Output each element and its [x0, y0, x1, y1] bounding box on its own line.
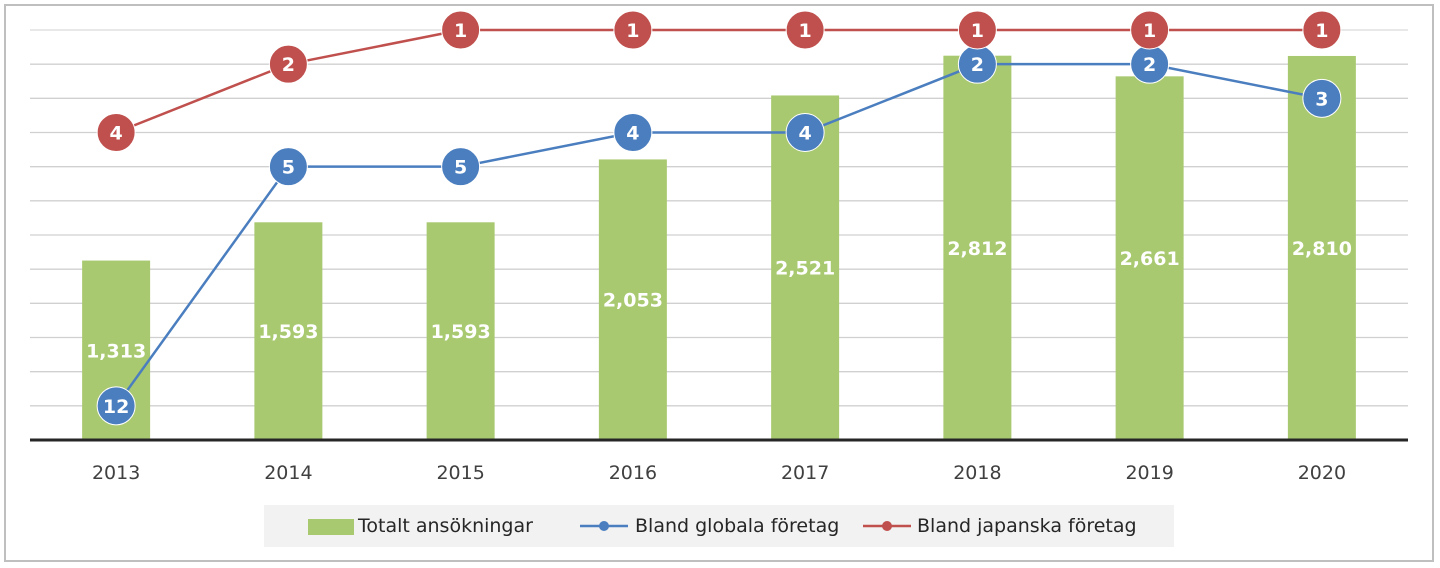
series-marker — [957, 10, 997, 50]
bar-data-label: 1,593 — [258, 321, 318, 343]
bar-data-label: 2,810 — [1292, 238, 1352, 260]
legend-label: Totalt ansökningar — [357, 515, 533, 537]
bar-data-label: 2,521 — [775, 258, 835, 280]
series-data-label: 4 — [626, 123, 639, 145]
series-data-label: 4 — [799, 123, 812, 145]
series-line — [115, 28, 1322, 134]
bar — [943, 55, 1012, 441]
bar-data-label: 2,053 — [603, 290, 663, 312]
series-data-label: 1 — [1143, 20, 1156, 42]
series-marker — [96, 113, 136, 152]
bar — [254, 222, 323, 440]
series-marker — [785, 113, 825, 152]
line-series: 12 5 5 4 4 2 2 3 4 2 1 1 1 1 1 1 — [96, 10, 1342, 426]
bar — [771, 95, 840, 441]
series-data-label: 5 — [282, 157, 295, 179]
series-marker — [1302, 78, 1342, 118]
chart-frame — [4, 4, 1434, 562]
series-marker — [96, 386, 136, 426]
x-axis-ticks: 2013 2014 2015 2016 2017 2018 2019 2020 — [92, 462, 1346, 484]
series-data-label: 1 — [799, 20, 812, 42]
legend-label: Bland japanska företag — [917, 515, 1137, 537]
series-marker — [613, 113, 653, 152]
series-marker — [1130, 10, 1170, 50]
x-tick-label: 2014 — [264, 462, 312, 484]
bar — [598, 159, 667, 440]
bar-data-label: 2,661 — [1120, 248, 1180, 270]
series-marker — [1302, 10, 1342, 50]
series-data-label: 1 — [971, 20, 984, 42]
series-data-label: 5 — [454, 157, 467, 179]
legend-swatch-marker — [882, 521, 892, 531]
series-marker — [268, 44, 308, 84]
bar — [1287, 55, 1356, 440]
series-data-label: 1 — [454, 20, 467, 42]
series-data-label: 2 — [971, 54, 984, 76]
series-data-label: 2 — [282, 54, 295, 76]
x-tick-label: 2013 — [92, 462, 140, 484]
series-data-label: 1 — [626, 20, 639, 42]
series-line — [115, 62, 1323, 407]
legend-label: Bland globala företag — [635, 515, 839, 537]
x-tick-label: 2018 — [953, 462, 1001, 484]
x-tick-label: 2019 — [1125, 462, 1173, 484]
series-marker — [785, 10, 825, 50]
series-marker — [268, 147, 308, 187]
x-tick-label: 2017 — [781, 462, 829, 484]
gridlines — [30, 29, 1408, 407]
legend-swatch-marker — [599, 521, 609, 531]
bar-data-label: 1,593 — [431, 321, 491, 343]
bar-data-label: 2,812 — [947, 238, 1007, 260]
x-tick-label: 2020 — [1298, 462, 1346, 484]
bar-series — [82, 55, 1356, 441]
bar-data-label: 1,313 — [86, 340, 146, 362]
series-marker — [441, 147, 481, 187]
series-data-label: 4 — [110, 123, 123, 145]
x-tick-label: 2016 — [609, 462, 657, 484]
legend-swatch-bar — [308, 519, 354, 535]
series-data-label: 2 — [1143, 54, 1156, 76]
series-data-label: 1 — [1315, 20, 1328, 42]
x-tick-label: 2015 — [436, 462, 484, 484]
bar — [1115, 76, 1184, 440]
series-data-label: 3 — [1315, 88, 1328, 110]
legend: Totalt ansökningar Bland globala företag B… — [264, 505, 1174, 547]
legend-background — [264, 505, 1174, 547]
bar — [426, 222, 495, 440]
series-data-label: 12 — [103, 396, 129, 418]
series-marker — [613, 10, 653, 50]
series-marker — [441, 10, 481, 50]
bar-data-labels: 1,313 1,593 1,593 2,053 2,521 2,812 2,661 2,810 — [86, 238, 1352, 362]
